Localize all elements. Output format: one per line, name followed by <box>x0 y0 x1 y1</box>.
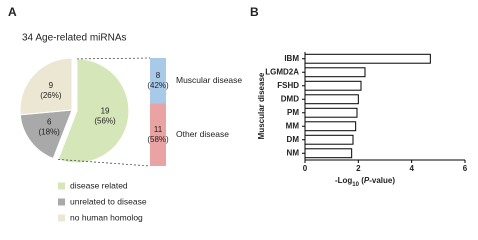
segment-name: Muscular disease <box>176 75 242 85</box>
chart-title: 34 Age-related miRNAs <box>22 33 127 44</box>
x-axis-title-part: -Log <box>335 176 352 185</box>
y-tick-label: MM <box>286 121 300 130</box>
connector <box>58 159 151 167</box>
panel-label: B <box>250 5 259 19</box>
pie-slice <box>19 57 73 116</box>
bar <box>304 53 431 64</box>
y-axis-title: Muscular disease <box>257 72 266 139</box>
y-tick-label: LGMD2A <box>265 67 299 76</box>
panel-label: A <box>8 5 17 19</box>
segment-percent-label: (58%) <box>147 135 169 144</box>
segment-percent-label: (42%) <box>147 81 169 90</box>
x-tick-label: 2 <box>356 164 361 173</box>
pie-percent-label: (56%) <box>94 116 116 125</box>
pie-value-label: 6 <box>47 117 52 126</box>
figure: A34 Age-related miRNAs19(56%)6(18%)9(26%… <box>8 5 468 222</box>
x-tick-label: 0 <box>303 164 308 173</box>
x-axis-title-part: 10 <box>352 182 359 188</box>
y-tick-label: NM <box>287 148 300 157</box>
pie-slice <box>57 58 130 164</box>
pie-percent-label: (18%) <box>39 127 61 136</box>
y-tick-label: FSHD <box>277 81 299 90</box>
x-axis-title-part: -value) <box>369 176 395 185</box>
bar <box>304 94 359 105</box>
stacked-segment <box>150 58 166 104</box>
bar <box>304 121 357 132</box>
pie-value-label: 19 <box>101 106 110 115</box>
x-axis-title-part: P <box>364 176 370 185</box>
x-axis-title: -Log10 (P-value) <box>335 176 395 187</box>
bar <box>304 107 358 118</box>
x-tick-label: 4 <box>409 164 414 173</box>
y-tick-label: DM <box>287 135 300 144</box>
bar <box>304 67 366 78</box>
segment-value-label: 8 <box>156 71 161 80</box>
legend-label: no human homolog <box>70 212 143 222</box>
x-tick-label: 6 <box>463 164 468 173</box>
legend-swatch <box>58 214 65 222</box>
y-tick-label: DMD <box>281 94 299 103</box>
x-axis-title-part: ( <box>359 176 364 185</box>
legend-swatch <box>58 198 65 206</box>
segment-value-label: 11 <box>154 125 163 134</box>
legend-swatch <box>58 182 65 190</box>
stacked-segment <box>150 103 166 166</box>
pie-slice <box>19 109 73 160</box>
segment-name: Other disease <box>176 129 229 139</box>
bar <box>304 80 362 91</box>
y-tick-label: PM <box>287 108 299 117</box>
pie-value-label: 9 <box>49 81 54 90</box>
connector <box>76 57 151 60</box>
pie-percent-label: (26%) <box>40 91 62 100</box>
y-tick-label: IBM <box>284 54 299 63</box>
legend-label: unrelated to disease <box>70 196 147 206</box>
legend-label: disease related <box>70 180 128 190</box>
bar <box>304 148 353 159</box>
bar <box>304 134 354 145</box>
